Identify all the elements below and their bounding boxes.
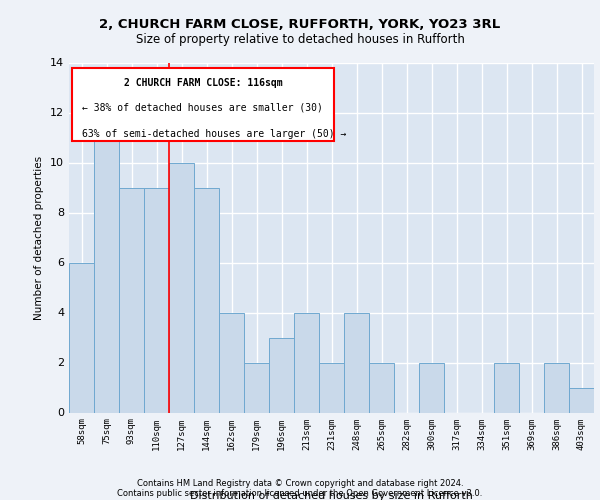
FancyBboxPatch shape: [71, 68, 334, 141]
Bar: [144, 188, 169, 412]
Bar: [419, 362, 444, 412]
Bar: [194, 188, 219, 412]
Bar: [344, 312, 369, 412]
Bar: [544, 362, 569, 412]
Y-axis label: Number of detached properties: Number of detached properties: [34, 156, 44, 320]
Text: 2 CHURCH FARM CLOSE: 116sqm: 2 CHURCH FARM CLOSE: 116sqm: [124, 78, 282, 88]
Bar: [119, 188, 144, 412]
X-axis label: Distribution of detached houses by size in Rufforth: Distribution of detached houses by size …: [190, 492, 473, 500]
Bar: [94, 112, 119, 412]
Text: 2, CHURCH FARM CLOSE, RUFFORTH, YORK, YO23 3RL: 2, CHURCH FARM CLOSE, RUFFORTH, YORK, YO…: [100, 18, 500, 30]
Text: Contains HM Land Registry data © Crown copyright and database right 2024.: Contains HM Land Registry data © Crown c…: [137, 478, 463, 488]
Text: 63% of semi-detached houses are larger (50) →: 63% of semi-detached houses are larger (…: [82, 129, 347, 139]
Bar: [319, 362, 344, 412]
Bar: [169, 162, 194, 412]
Bar: [244, 362, 269, 412]
Text: ← 38% of detached houses are smaller (30): ← 38% of detached houses are smaller (30…: [82, 103, 323, 113]
Bar: [269, 338, 294, 412]
Bar: [69, 262, 94, 412]
Bar: [369, 362, 394, 412]
Text: Size of property relative to detached houses in Rufforth: Size of property relative to detached ho…: [136, 32, 464, 46]
Bar: [494, 362, 519, 412]
Bar: [569, 388, 594, 412]
Text: Contains public sector information licensed under the Open Government Licence v3: Contains public sector information licen…: [118, 488, 482, 498]
Bar: [219, 312, 244, 412]
Bar: [294, 312, 319, 412]
